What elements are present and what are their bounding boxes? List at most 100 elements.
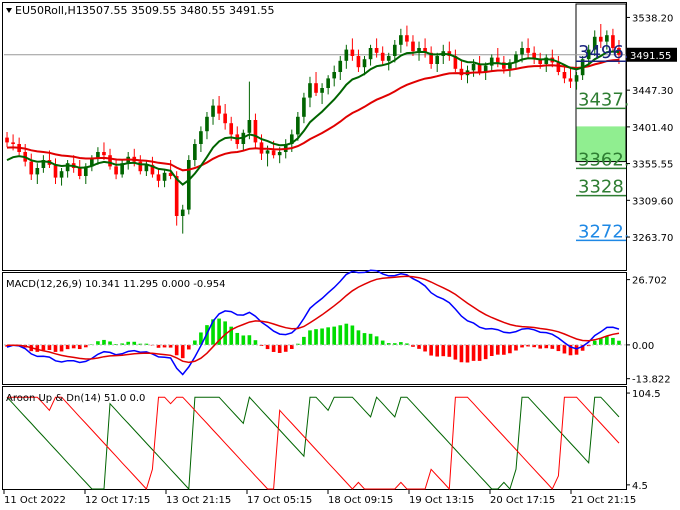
candle-body — [538, 59, 543, 64]
candle-body — [380, 52, 385, 61]
candle — [247, 81, 252, 140]
candle — [77, 160, 82, 180]
y-tick-label: 3263.70 — [632, 233, 673, 244]
candle-body — [253, 120, 258, 143]
candle-body — [417, 48, 421, 52]
candle-body — [526, 48, 530, 53]
candle-body — [362, 59, 367, 68]
candle-body — [114, 166, 118, 175]
aroon-panel — [2, 386, 627, 490]
candle-body — [150, 164, 155, 175]
y-tick-label: -13.822 — [632, 375, 671, 386]
candle — [59, 168, 64, 186]
candle-body — [211, 105, 215, 117]
candle — [156, 168, 161, 188]
candle — [392, 40, 397, 63]
candle — [592, 30, 597, 56]
candle — [605, 30, 609, 50]
x-tick-label: 17 Oct 05:15 — [247, 495, 312, 506]
candle-body — [405, 35, 409, 42]
candle-body — [53, 164, 58, 178]
macd-main-line — [6, 269, 620, 376]
candle — [29, 153, 34, 180]
candle-body — [83, 166, 88, 176]
candle — [308, 76, 312, 108]
candle-body — [96, 152, 100, 159]
candle — [186, 155, 191, 215]
candle — [374, 38, 379, 58]
candle-body — [41, 160, 46, 168]
candle-body — [162, 172, 167, 181]
candle-body — [277, 152, 282, 156]
candle — [302, 92, 306, 124]
candle — [544, 54, 549, 72]
target-zone — [576, 126, 626, 162]
price-series: 3496. 3437. 3362. 3328 3272. — [4, 3, 630, 242]
symbol-label: EU50Roll,H1 — [15, 4, 83, 17]
candle — [320, 83, 324, 104]
candle-body — [562, 72, 567, 79]
candle-body — [193, 144, 197, 160]
y-tick-label: 3538.20 — [632, 13, 673, 24]
candle — [296, 112, 300, 141]
candle-body — [429, 52, 433, 64]
candle-body — [592, 36, 597, 50]
candle — [199, 126, 203, 152]
candle — [223, 104, 227, 130]
candle — [508, 59, 512, 77]
candle-body — [411, 41, 415, 52]
candle — [193, 139, 197, 167]
candle-body — [586, 49, 591, 60]
candle-body — [471, 64, 476, 71]
candle-body — [108, 155, 112, 167]
candle-body — [392, 44, 397, 56]
x-tick-label: 20 Oct 17:15 — [490, 495, 555, 506]
candle-body — [314, 83, 318, 93]
symbol-header: EU50Roll,H1 3507.55 3509.55 3480.55 3491… — [6, 4, 274, 17]
candle — [380, 46, 385, 66]
candle — [326, 75, 330, 95]
candle — [429, 46, 433, 69]
candle — [574, 72, 579, 90]
candle-body — [326, 78, 330, 88]
x-tick-label: 19 Oct 13:15 — [409, 495, 474, 506]
candle-body — [90, 158, 94, 167]
candle — [41, 155, 46, 173]
candle — [96, 147, 100, 165]
candle-body — [138, 161, 143, 172]
candle — [399, 28, 403, 53]
y-tick-label: 3309.60 — [632, 196, 673, 207]
y-tick-label: 4.5 — [632, 481, 648, 492]
candle-body — [174, 176, 179, 216]
candle — [5, 132, 9, 148]
level-label: 3362. — [578, 149, 630, 170]
candle-body — [489, 57, 494, 66]
x-tick-label: 11 Oct 2022 — [4, 495, 66, 506]
candle-body — [556, 62, 561, 72]
candle-body — [356, 56, 361, 68]
candle-body — [289, 134, 294, 144]
macd-label: MACD(12,26,9) 10.341 11.295 0.000 -0.954 — [6, 279, 226, 290]
candle-body — [344, 49, 349, 61]
candle-body — [520, 48, 524, 55]
y-tick-label: 3401.40 — [632, 123, 673, 134]
candle-body — [35, 168, 40, 175]
candle — [435, 52, 440, 72]
candle — [344, 44, 349, 69]
candle-body — [374, 48, 379, 53]
candle-body — [532, 52, 536, 60]
candle-body — [568, 78, 573, 82]
candle-body — [186, 160, 191, 210]
candle-body — [332, 72, 337, 79]
candle — [180, 204, 185, 234]
candle — [217, 96, 221, 120]
candle-body — [102, 152, 106, 156]
candle-body — [217, 105, 221, 114]
candle — [459, 60, 464, 80]
aroon-label: Aroon Up & Dn(14) 51.0 0.0 — [6, 393, 145, 404]
candle — [526, 38, 530, 58]
candle-body — [386, 56, 391, 61]
x-tick-label: 18 Oct 09:15 — [328, 495, 393, 506]
candle-body — [296, 116, 300, 135]
